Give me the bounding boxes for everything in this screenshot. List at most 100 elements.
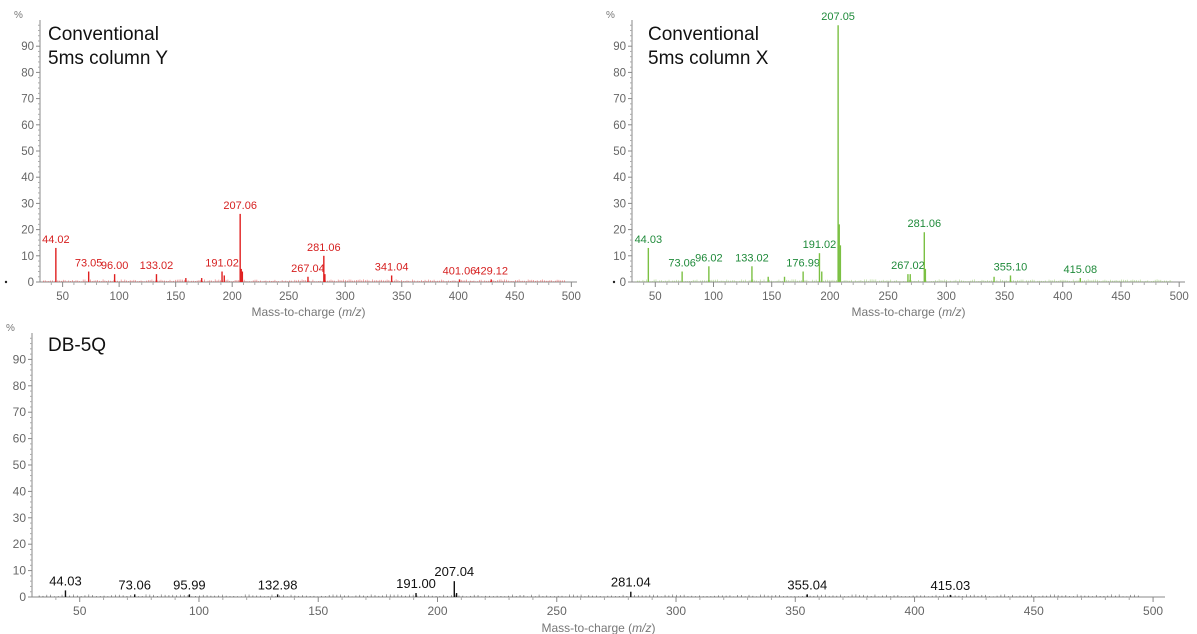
y-tick-label: 60	[13, 432, 27, 446]
x-tick-label: 350	[392, 291, 411, 303]
x-tick-label: 400	[905, 604, 925, 618]
x-tick-label: 450	[1024, 604, 1044, 618]
chart-title-line: 5ms column X	[648, 48, 769, 69]
y-tick-label: 40	[613, 172, 626, 184]
peak-label: 355.04	[787, 577, 827, 592]
x-axis-label-unit: m/z	[942, 305, 961, 319]
peak-label: 281.04	[611, 575, 651, 590]
x-axis-label-prefix: Mass-to-charge (	[851, 305, 942, 319]
peak-label: 207.05	[821, 11, 855, 23]
peak-label: 355.10	[994, 261, 1028, 273]
panel-marker-dot	[4, 280, 8, 284]
y-tick-label: 40	[21, 172, 34, 184]
x-tick-label: 250	[279, 291, 298, 303]
x-tick-label: 50	[56, 291, 69, 303]
y-tick-label: 50	[21, 146, 34, 158]
x-tick-label: 200	[427, 604, 447, 618]
y-tick-label: 60	[21, 120, 34, 132]
x-axis-label-prefix: Mass-to-charge (	[541, 621, 632, 634]
peak-label: 281.06	[907, 218, 941, 230]
x-axis-label-unit: m/z	[342, 305, 361, 319]
panel-marker-dot	[612, 280, 616, 284]
y-tick-label: 10	[21, 251, 34, 263]
chart-title-line: DB-5Q	[48, 335, 106, 356]
peak-label: 191.00	[396, 576, 436, 591]
x-tick-label: 500	[562, 291, 581, 303]
x-tick-label: 200	[223, 291, 242, 303]
spectrum-panel-conventional-y: Conventional 5ms column Y% 0 10 20 30 40 50 60 70…	[4, 10, 581, 319]
peak-label: 44.03	[49, 573, 82, 588]
x-axis-label: Mass-to-charge (m/z)	[251, 305, 365, 319]
spectrum-panel-conventional-x: Conventional 5ms column X% 0 10 20 30 40 50 60 70…	[606, 10, 1189, 319]
x-tick-label: 100	[189, 604, 209, 618]
x-axis-label-unit: m/z	[632, 621, 651, 634]
y-tick-label: 30	[13, 511, 27, 525]
peak-label: 267.02	[891, 260, 925, 272]
peak-label: 73.05	[75, 258, 103, 270]
peak-label: 191.02	[803, 239, 837, 251]
x-axis-label-suffix: )	[652, 621, 656, 634]
y-tick-label: 80	[21, 67, 34, 79]
y-tick-label: 20	[13, 537, 27, 551]
peak-label: 341.04	[375, 261, 409, 273]
peak-label: 73.06	[668, 258, 696, 270]
y-tick-label: 10	[13, 564, 27, 578]
x-tick-label: 150	[166, 291, 185, 303]
y-tick-label: 10	[613, 251, 626, 263]
x-tick-label: 100	[110, 291, 129, 303]
peak-label: 44.03	[635, 234, 663, 246]
x-tick-label: 50	[73, 604, 87, 618]
x-tick-label: 50	[649, 291, 662, 303]
y-tick-label: 70	[13, 405, 27, 419]
y-tick-label: 0	[19, 590, 26, 604]
x-tick-label: 400	[449, 291, 468, 303]
y-tick-label: 30	[21, 198, 34, 210]
x-tick-label: 150	[762, 291, 781, 303]
peak-label: 207.06	[223, 200, 257, 212]
x-tick-label: 350	[785, 604, 805, 618]
y-tick-label: 0	[620, 277, 626, 289]
peak-label: 73.06	[118, 577, 151, 592]
peak-label: 191.02	[205, 258, 239, 270]
y-tick-label: 50	[613, 146, 626, 158]
y-tick-label: 90	[21, 41, 34, 53]
x-tick-label: 350	[995, 291, 1014, 303]
y-tick-label: 90	[13, 352, 27, 366]
y-tick-label: 80	[613, 67, 626, 79]
y-tick-label: 20	[21, 225, 34, 237]
x-tick-label: 450	[1111, 291, 1130, 303]
y-tick-label: 90	[613, 41, 626, 53]
y-tick-label: 80	[13, 379, 27, 393]
y-axis-label: %	[14, 10, 23, 21]
peak-label: 176.99	[786, 258, 820, 270]
x-tick-label: 500	[1170, 291, 1189, 303]
peak-label: 401.06	[443, 265, 477, 277]
x-tick-label: 250	[879, 291, 898, 303]
y-tick-label: 60	[613, 120, 626, 132]
x-axis-label-prefix: Mass-to-charge (	[251, 305, 342, 319]
x-tick-label: 100	[704, 291, 723, 303]
y-axis-label: %	[606, 10, 615, 21]
x-tick-label: 250	[547, 604, 567, 618]
y-tick-label: 50	[13, 458, 27, 472]
peak-label: 96.00	[101, 260, 129, 272]
y-tick-label: 70	[21, 94, 34, 106]
peak-label: 415.08	[1063, 264, 1097, 276]
x-tick-label: 200	[820, 291, 839, 303]
y-tick-label: 0	[28, 277, 34, 289]
peak-label: 132.98	[258, 577, 298, 592]
x-tick-label: 300	[336, 291, 355, 303]
x-tick-label: 300	[937, 291, 956, 303]
peak-label: 95.99	[173, 577, 206, 592]
x-axis-label: Mass-to-charge (m/z)	[851, 305, 965, 319]
peak-label: 415.03	[931, 578, 971, 593]
y-tick-label: 20	[613, 225, 626, 237]
x-tick-label: 450	[505, 291, 524, 303]
x-tick-label: 500	[1143, 604, 1163, 618]
y-tick-label: 30	[613, 198, 626, 210]
x-axis-label: Mass-to-charge (m/z)	[541, 621, 655, 634]
x-axis-label-suffix: )	[362, 305, 366, 319]
x-tick-label: 400	[1053, 291, 1072, 303]
peak-label: 44.02	[42, 234, 70, 246]
